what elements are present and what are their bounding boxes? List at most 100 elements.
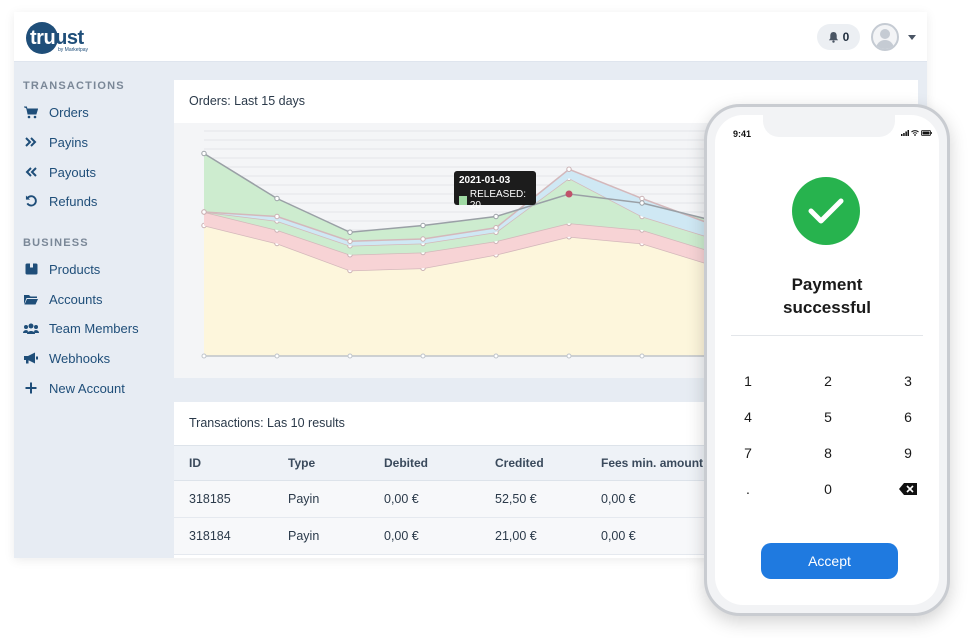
column-header-debited[interactable]: Debited [384, 456, 429, 470]
data-point[interactable] [274, 195, 280, 202]
keypad-key-0[interactable]: 0 [824, 481, 832, 497]
sidebar-item-label: Payins [49, 134, 89, 150]
keypad-key-9[interactable]: 9 [904, 445, 912, 461]
sidebar-item-label: Refunds [49, 193, 98, 209]
folder-icon [23, 291, 39, 307]
data-point[interactable] [201, 209, 207, 215]
phone-mockup: 9:41 Payment successful 1 2 3 4 5 6 7 8 … [704, 104, 950, 616]
keypad-key-6[interactable]: 6 [904, 409, 912, 425]
data-point[interactable] [347, 229, 353, 235]
baseline-point [274, 353, 280, 359]
sidebar-section-transactions: TRANSACTIONS [23, 80, 125, 92]
cell-fees: 0,00 € [601, 492, 636, 506]
payment-title-line1: Payment [791, 275, 863, 294]
column-header-credited[interactable]: Credited [495, 456, 544, 470]
chart-title: Orders: Last 15 days [189, 94, 306, 108]
megaphone-icon [23, 350, 39, 366]
accept-button[interactable]: Accept [761, 543, 898, 579]
data-point[interactable] [493, 213, 499, 220]
data-point[interactable] [274, 213, 280, 220]
sidebar-item-products[interactable]: Products [23, 259, 173, 279]
logo-circle [26, 22, 58, 54]
undo-icon [23, 193, 39, 209]
phone-notch [763, 115, 895, 137]
sidebar-section-business: BUSINESS [23, 237, 89, 249]
chevron-down-icon[interactable] [908, 35, 916, 40]
keypad-key-2[interactable]: 2 [824, 373, 832, 389]
status-time: 9:41 [733, 129, 752, 139]
transactions-title: Transactions: Las 10 results [189, 416, 345, 430]
data-point[interactable] [493, 225, 499, 231]
cell-credited: 21,00 € [495, 529, 537, 543]
data-point[interactable] [639, 195, 645, 202]
top-bar: truust by Marketpay 0 [14, 12, 927, 62]
double-chevron-left-icon [23, 164, 39, 180]
tooltip-date: 2021-01-03 [459, 175, 511, 186]
divider [731, 335, 923, 336]
cell-id: 318184 [189, 529, 231, 543]
tooltip-value: RELEASED: 20 [469, 189, 526, 211]
sidebar-item-label: Orders [49, 104, 89, 120]
column-header-id[interactable]: ID [189, 456, 201, 470]
column-header-type[interactable]: Type [288, 456, 316, 470]
cell-fees: 0,00 € [601, 529, 636, 543]
sidebar-item-orders[interactable]: Orders [23, 102, 173, 122]
cell-type: Payin [288, 529, 320, 543]
sidebar-item-payins[interactable]: Payins [23, 132, 173, 152]
hovered-point[interactable] [565, 190, 573, 198]
cell-credited: 52,50 € [495, 492, 537, 506]
box-icon [23, 261, 39, 277]
backspace-icon[interactable] [888, 477, 928, 501]
baseline-point [639, 353, 645, 359]
signal-icon [901, 130, 909, 136]
sidebar-item-payouts[interactable]: Payouts [23, 162, 173, 182]
keypad-key-4[interactable]: 4 [744, 409, 752, 425]
baseline-point [566, 353, 572, 359]
wifi-icon [911, 130, 919, 136]
data-point[interactable] [201, 150, 207, 157]
keypad-key-1[interactable]: 1 [744, 373, 752, 389]
avatar[interactable] [871, 23, 899, 51]
double-chevron-right-icon [23, 134, 39, 150]
success-check-icon [792, 177, 860, 245]
sidebar-item-label: Accounts [49, 291, 103, 307]
sidebar-item-team-members[interactable]: Team Members [23, 318, 173, 338]
sidebar-item-accounts[interactable]: Accounts [23, 289, 173, 309]
baseline-point [493, 353, 499, 359]
users-icon [23, 320, 39, 336]
sidebar: TRANSACTIONS Orders Payins Payouts Refun… [14, 62, 174, 558]
sidebar-item-refunds[interactable]: Refunds [23, 191, 173, 211]
column-header-fees[interactable]: Fees min. amount [601, 456, 704, 470]
data-point[interactable] [420, 222, 426, 229]
logo-wordmark: truust [30, 27, 84, 49]
notifications-button[interactable]: 0 [817, 24, 860, 50]
keypad-key-7[interactable]: 7 [744, 445, 752, 461]
tooltip-row: RELEASED: 20 [459, 189, 531, 211]
keypad-key-5[interactable]: 5 [824, 409, 832, 425]
keypad-key-dot[interactable]: . [746, 481, 750, 497]
baseline-point [347, 353, 353, 359]
phone-screen: 9:41 Payment successful 1 2 3 4 5 6 7 8 … [715, 115, 939, 605]
sidebar-item-new-account[interactable]: New Account [23, 378, 173, 398]
data-point[interactable] [566, 166, 572, 172]
bell-icon [828, 31, 838, 43]
cell-id: 318185 [189, 492, 231, 506]
sidebar-item-label: Webhooks [49, 350, 111, 366]
keypad-key-3[interactable]: 3 [904, 373, 912, 389]
avatar-body [876, 40, 894, 49]
truust-logo[interactable]: truust by Marketpay [26, 21, 88, 55]
baseline-point [201, 353, 207, 359]
sidebar-item-webhooks[interactable]: Webhooks [23, 348, 173, 368]
payment-title: Payment successful [715, 273, 939, 319]
cart-icon [23, 104, 39, 120]
logo-tagline: by Marketpay [58, 47, 89, 53]
sidebar-item-label: Team Members [49, 320, 139, 336]
data-point[interactable] [420, 236, 426, 242]
baseline-point [420, 353, 426, 359]
data-point[interactable] [639, 200, 645, 206]
battery-icon [921, 130, 932, 136]
data-point[interactable] [347, 238, 353, 244]
avatar-head [880, 29, 890, 39]
plus-icon [23, 380, 39, 396]
keypad-key-8[interactable]: 8 [824, 445, 832, 461]
